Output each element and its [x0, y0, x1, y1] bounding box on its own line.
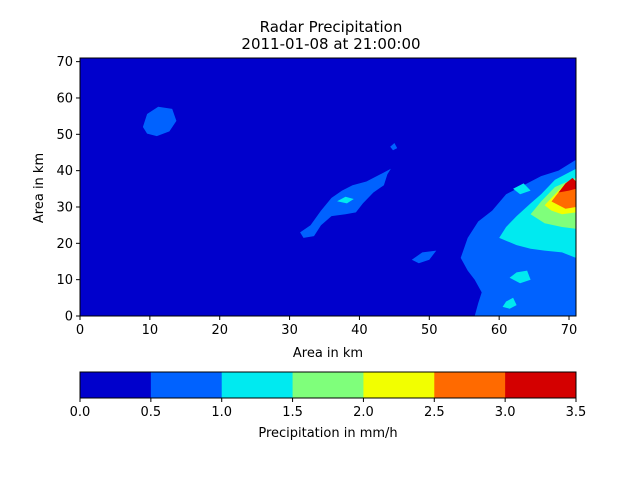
y-tick-label: 70	[56, 55, 73, 70]
colorbar-swatch	[150, 372, 223, 398]
contour-region-level-3	[509, 270, 531, 284]
colorbar	[79, 371, 577, 399]
contour-region-level-2	[300, 168, 391, 238]
plot-area	[79, 57, 577, 317]
colorbar-tick-label: 3.0	[495, 405, 516, 420]
contour-region-level-2	[411, 250, 437, 264]
chart-title: Radar Precipitation	[260, 18, 403, 36]
contour-region-level-7	[558, 177, 576, 193]
contour-region-level-3	[337, 196, 354, 204]
colorbar-ticks: 0.0 0.5 1.0 1.5 2.0 2.5 3.0 3.5	[70, 398, 587, 420]
y-tick-label: 40	[56, 164, 73, 179]
y-tick-label: 20	[56, 237, 73, 252]
colorbar-tick-label: 0.5	[141, 405, 162, 420]
x-tick-label: 50	[421, 323, 438, 338]
plot-frame	[79, 57, 577, 317]
x-tick-label: 10	[142, 323, 159, 338]
chart-subtitle: 2011-01-08 at 21:00:00	[241, 35, 420, 53]
colorbar-swatch	[80, 372, 152, 398]
y-axis-ticks: 0 10 20 30 40 50 60 70	[56, 55, 80, 325]
colorbar-tick-label: 1.5	[282, 405, 303, 420]
colorbar-tick-label: 3.5	[566, 405, 587, 420]
y-axis-label: Area in km	[32, 153, 47, 223]
y-tick-label: 50	[56, 128, 73, 143]
contour-region-level-3	[513, 183, 531, 195]
x-axis-ticks: 0 10 20 30 40 50 60 70	[76, 316, 577, 338]
contour-region-level-1	[80, 58, 576, 316]
x-tick-label: 60	[491, 323, 508, 338]
x-tick-label: 40	[351, 323, 368, 338]
colorbar-tick-label: 0.0	[70, 405, 91, 420]
colorbar-swatch	[221, 372, 294, 398]
colorbar-tick-label: 1.0	[211, 405, 232, 420]
x-tick-label: 0	[76, 323, 84, 338]
colorbar-frame	[79, 371, 577, 399]
colorbar-label: Precipitation in mm/h	[258, 426, 397, 441]
y-tick-label: 0	[65, 310, 73, 325]
y-tick-label: 60	[56, 91, 73, 106]
contour-region-level-3	[502, 297, 517, 309]
contour-region-level-2	[142, 106, 177, 137]
x-axis-label: Area in km	[293, 346, 363, 361]
colorbar-tick-label: 2.5	[424, 405, 445, 420]
y-tick-label: 30	[56, 200, 73, 215]
x-tick-label: 20	[211, 323, 228, 338]
contour-region-level-2	[390, 143, 398, 151]
colorbar-tick-label: 2.0	[353, 405, 374, 420]
x-tick-label: 70	[561, 323, 578, 338]
colorbar-swatch	[292, 372, 364, 398]
x-tick-label: 30	[281, 323, 298, 338]
y-tick-label: 10	[56, 273, 73, 288]
colorbar-swatch	[363, 372, 435, 398]
colorbar-swatch	[505, 372, 577, 398]
colorbar-swatch	[434, 372, 506, 398]
